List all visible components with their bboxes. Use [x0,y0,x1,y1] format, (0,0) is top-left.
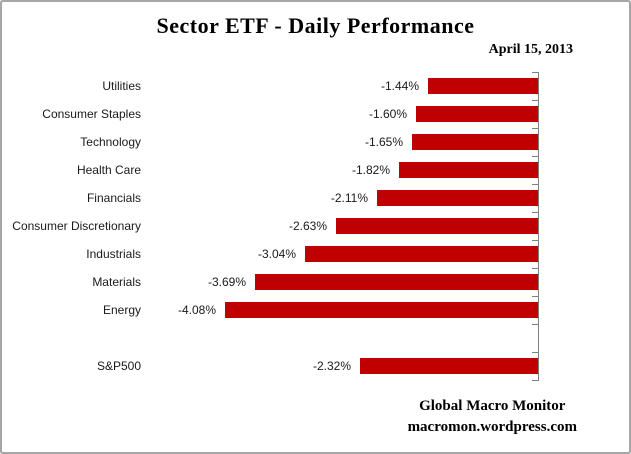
chart-row-spacer [2,324,539,352]
row-plot: -4.08% [141,296,539,324]
axis-tick [532,184,538,185]
bar [399,162,539,178]
axis-tick [532,268,538,269]
row-plot: -1.60% [141,100,539,128]
category-label: Health Care [76,163,141,177]
axis-tick [532,128,538,129]
footer-source-url: macromon.wordpress.com [407,419,577,435]
category-label: Energy [102,303,141,317]
bar [412,134,539,150]
row-plot: -1.82% [141,156,539,184]
value-label: -2.11% [330,191,368,205]
category-label: Industrials [86,247,141,261]
axis-tick [532,156,538,157]
row-plot: -1.44% [141,72,539,100]
value-label: -3.04% [257,247,296,261]
footer-source-name: Global Macro Monitor [419,398,566,414]
value-label: -2.32% [312,359,351,373]
chart-row: Technology -1.65% [2,128,539,156]
category-label: Materials [92,275,141,289]
value-label: -1.44% [380,79,419,93]
axis-tick [532,380,538,381]
category-label: Consumer Discretionary [12,219,141,233]
value-label: -4.08% [177,303,216,317]
bar [377,190,539,206]
row-plot: -2.11% [141,184,539,212]
category-label: Financials [86,191,141,205]
axis-tick [532,240,538,241]
value-label: -1.65% [364,135,403,149]
chart-row: Financials -2.11% [2,184,539,212]
bar [428,78,539,94]
row-plot: -1.65% [141,128,539,156]
chart-row: Energy -4.08% [2,296,539,324]
axis-tick [532,296,538,297]
chart-footer: Global Macro Monitor macromon.wordpress.… [408,396,577,438]
chart-title: Sector ETF - Daily Performance [156,13,475,38]
plot-area: Utilities -1.44% Consumer Staples -1.60% Tec… [2,72,539,381]
chart-row: Health Care -1.82% [2,156,539,184]
row-plot [141,324,539,352]
chart-date: April 15, 2013 [488,42,573,57]
value-label: -1.60% [368,107,407,121]
axis-tick [532,72,538,73]
row-plot: -2.63% [141,212,539,240]
bar [225,302,539,318]
category-label: S&P500 [96,359,141,373]
category-label: Consumer Staples [42,107,141,121]
axis-tick [532,212,538,213]
row-plot: -3.04% [141,240,539,268]
row-plot: -2.32% [141,352,539,380]
row-plot: -3.69% [141,268,539,296]
chart-row: S&P500 -2.32% [2,352,539,380]
axis-tick [532,324,538,325]
value-axis [538,72,539,381]
axis-tick [532,352,538,353]
bar [305,246,539,262]
value-label: -1.82% [351,163,390,177]
chart-row: Consumer Discretionary -2.63% [2,212,539,240]
category-label: Utilities [102,79,141,93]
chart-row: Consumer Staples -1.60% [2,100,539,128]
chart-row: Materials -3.69% [2,268,539,296]
axis-tick [532,100,538,101]
chart-row: Industrials -3.04% [2,240,539,268]
value-label: -2.63% [288,219,327,233]
bar [255,274,539,290]
category-label: Technology [80,135,141,149]
bar [336,218,539,234]
chart-row: Utilities -1.44% [2,72,539,100]
value-label: -3.69% [207,275,246,289]
bar [416,106,539,122]
bar [360,358,539,374]
